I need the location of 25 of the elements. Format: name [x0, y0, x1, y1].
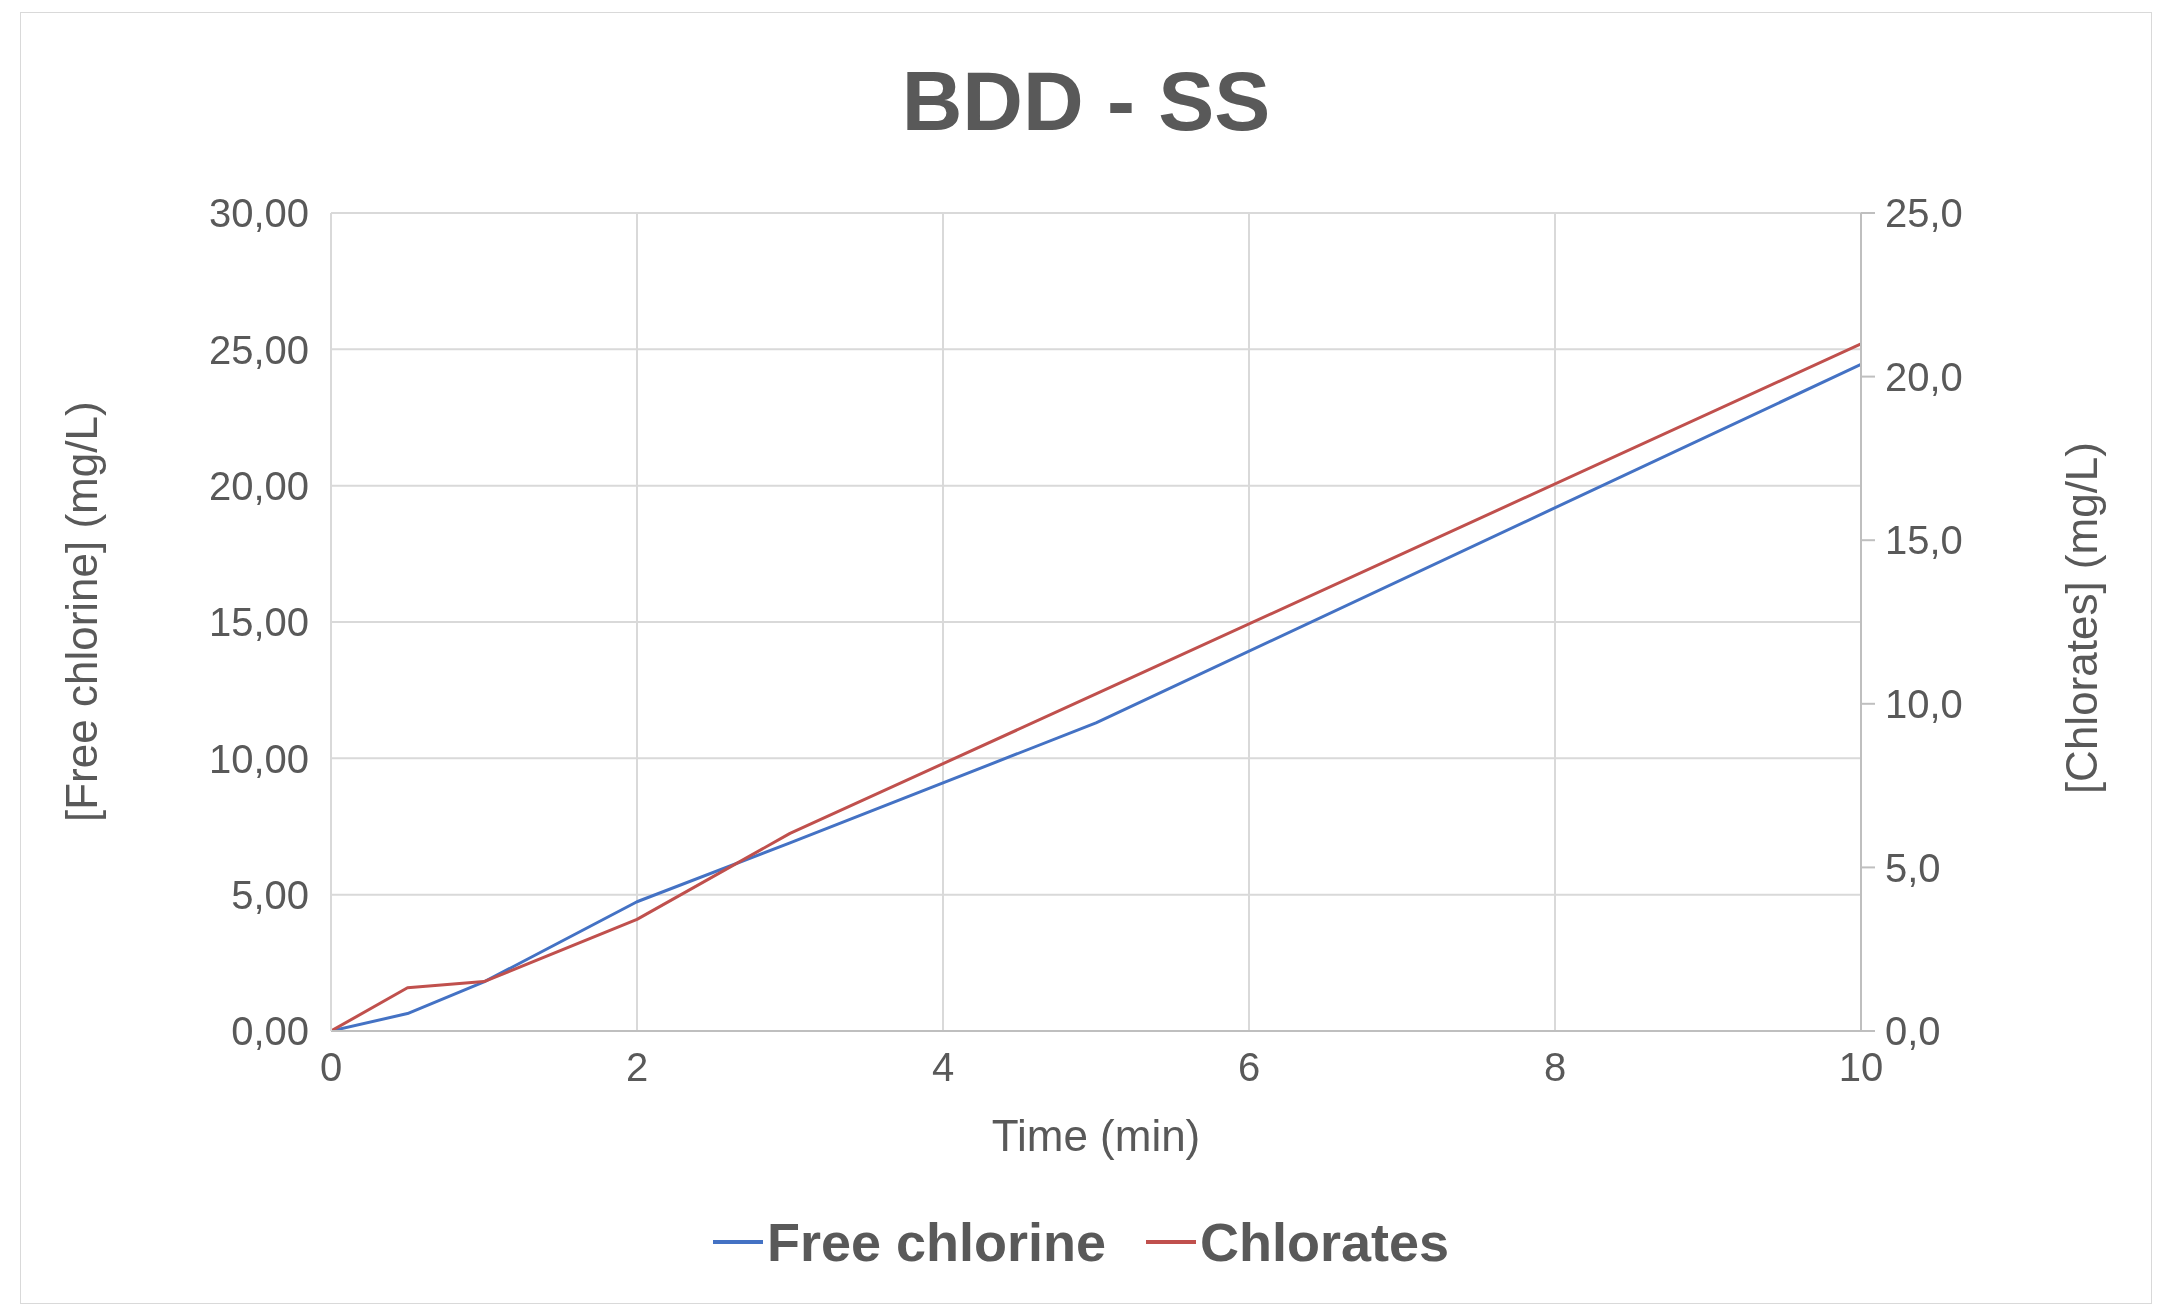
x-tick-label: 0: [319, 1045, 343, 1090]
x-tick-label: 6: [1237, 1045, 1261, 1090]
y-axis-title: [Free chlorine] (mg/L): [56, 401, 106, 822]
y-tick-label: 30,00: [208, 191, 309, 236]
x-tick-label: 10: [1838, 1045, 1884, 1090]
y2-tick-label: 5,0: [1885, 845, 1941, 890]
x-tick-label: 2: [625, 1045, 649, 1090]
y-tick-label: 20,00: [208, 463, 309, 508]
x-tick-label: 8: [1543, 1045, 1567, 1090]
y-tick-label: 15,00: [208, 600, 309, 645]
x-axis-title: Time (min): [991, 1111, 1201, 1160]
y2-tick-label: 20,0: [1885, 354, 1963, 399]
x-tick-label: 4: [931, 1045, 955, 1090]
chart-title: BDD - SS: [900, 53, 1272, 150]
y2-axis-title: [Chlorates] (mg/L): [2056, 442, 2106, 795]
y2-tick-label: 15,0: [1885, 518, 1963, 563]
y2-tick-label: 0,0: [1885, 1009, 1941, 1054]
legend-label: Chlorates: [1200, 1211, 1450, 1273]
y-tick-label: 25,00: [208, 327, 309, 372]
y-tick-label: 5,00: [231, 872, 309, 917]
legend-label: Free chlorine: [766, 1211, 1107, 1273]
y2-tick-label: 10,0: [1885, 682, 1963, 726]
y-tick-label: 10,00: [208, 736, 309, 781]
y-tick-label: 0,00: [231, 1009, 309, 1054]
y2-tick-label: 25,0: [1885, 191, 1963, 236]
